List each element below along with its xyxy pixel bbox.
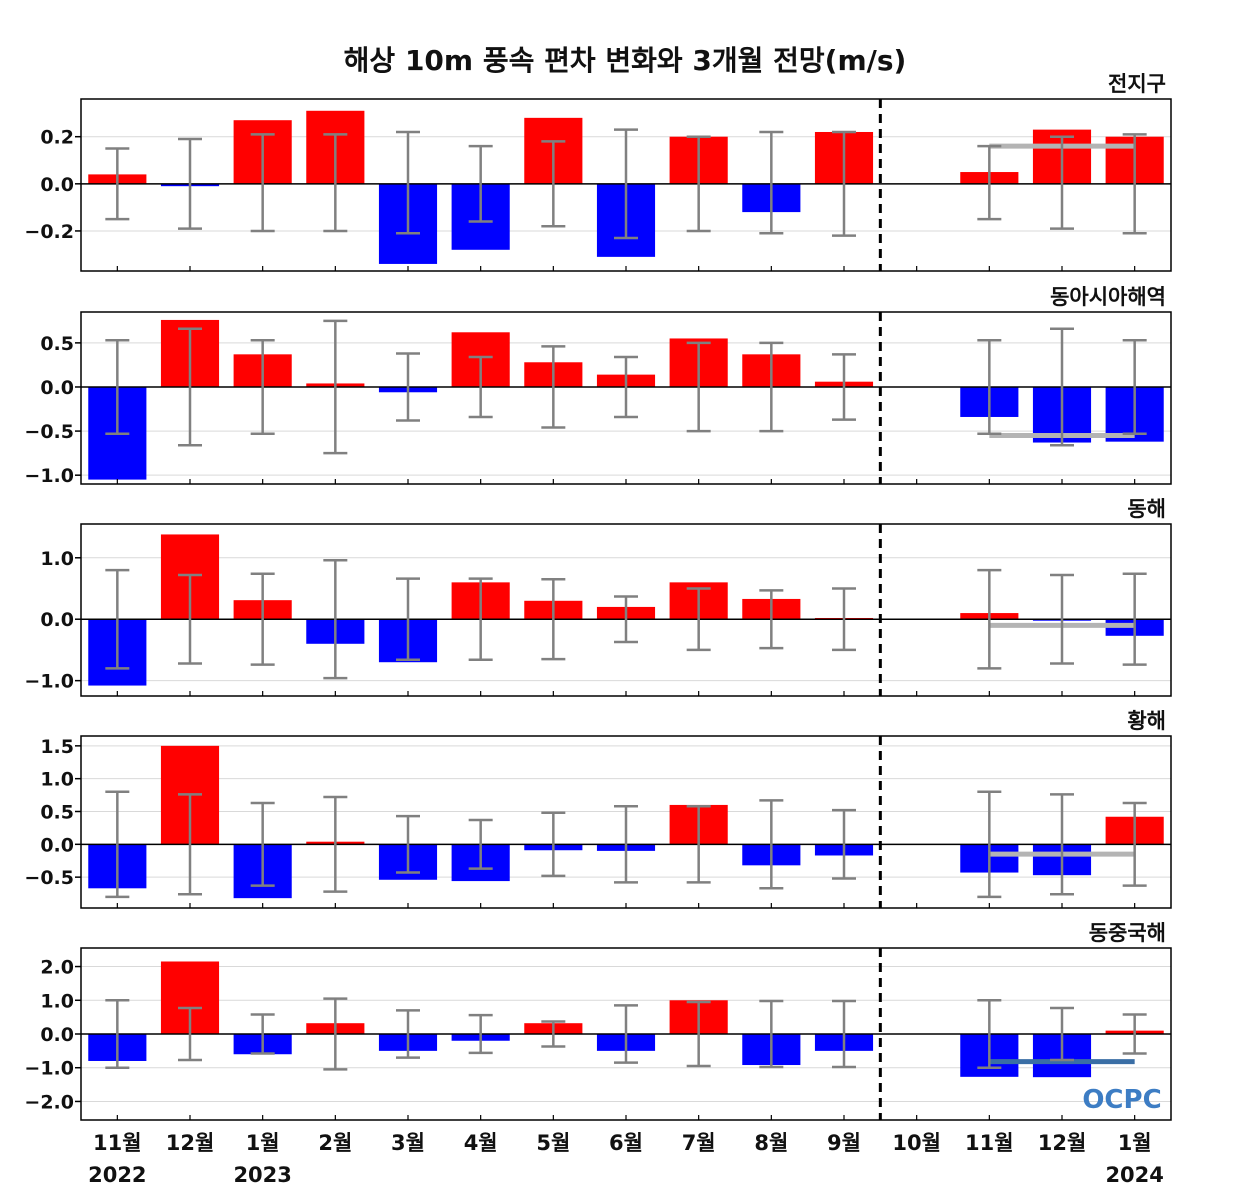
x-tick-label: 1월 (246, 1131, 280, 1155)
x-tick-label: 12월 (166, 1131, 215, 1155)
panel-3: 1.0 0.0 −1.0 동해 (24, 497, 1172, 697)
y-tick-label: 1.0 (40, 990, 74, 1012)
x-tick-label: 9월 (827, 1131, 861, 1155)
y-tick-label: −1.0 (24, 465, 74, 487)
x-tick-label: 11월 (965, 1131, 1014, 1155)
panel-frame (80, 523, 1172, 697)
panel-label: 동아시아해역 (1050, 285, 1166, 309)
y-tick-label: 1.5 (40, 736, 74, 758)
panel-label: 동해 (1127, 497, 1166, 521)
year-label: 2024 (1105, 1163, 1163, 1187)
panel-frame (80, 98, 1172, 272)
x-tick-label: 8월 (754, 1131, 788, 1155)
panel-4: 1.5 1.0 0.5 0.0 −0.5 황해 (24, 709, 1172, 909)
y-tick-label: 0.2 (40, 127, 74, 149)
panel-label: 황해 (1127, 709, 1166, 733)
x-tick-label: 6월 (609, 1131, 643, 1155)
y-tick-label: 0.0 (40, 1024, 74, 1046)
x-tick-label: 11월 (93, 1131, 142, 1155)
y-tick-label: −0.5 (24, 867, 74, 889)
x-tick-label: 3월 (391, 1131, 425, 1155)
y-tick-label: −0.2 (24, 221, 74, 243)
y-tick-label: −1.0 (24, 1058, 74, 1080)
panel-frame (80, 735, 1172, 909)
y-tick-label: 0.0 (40, 174, 74, 196)
year-label: 2023 (233, 1163, 291, 1187)
y-tick-label: 0.0 (40, 377, 74, 399)
x-tick-label: 10월 (892, 1131, 941, 1155)
y-tick-label: 0.0 (40, 609, 74, 631)
panel-frame (80, 311, 1172, 485)
y-tick-label: 0.5 (40, 801, 74, 823)
y-tick-label: −0.5 (24, 421, 74, 443)
y-tick-label: 1.0 (40, 548, 74, 570)
panel-1: 0.2 0.0 −0.2 전지구 (24, 72, 1172, 272)
y-tick-label: 2.0 (40, 957, 74, 979)
y-tick-label: 1.0 (40, 769, 74, 791)
panel-2: 0.5 0.0 −0.5 −1.0 동아시아해역 (24, 285, 1172, 487)
panel-frame (80, 947, 1172, 1121)
ocpc-logo: OCPC (1082, 1085, 1161, 1115)
panel-label: 동중국해 (1089, 921, 1166, 945)
y-tick-label: 0.5 (40, 333, 74, 355)
x-tick-label: 1월 (1118, 1131, 1152, 1155)
panel-5: 2.0 1.0 0.0 −1.0 −2.0 동중국해 (24, 921, 1172, 1121)
x-tick-label: 2월 (318, 1131, 352, 1155)
chart-title: 해상 10m 풍속 편차 변화와 3개월 전망(m/s) (344, 44, 907, 77)
y-tick-label: −2.0 (24, 1091, 74, 1113)
x-tick-label: 5월 (536, 1131, 570, 1155)
x-tick-label: 4월 (464, 1131, 498, 1155)
y-tick-label: −1.0 (24, 671, 74, 693)
year-label: 2022 (88, 1163, 146, 1187)
x-axis-labels: 11월 12월 1월 2월 3월 4월 5월 6월 7월 8월 9월 10월 11월 12월 1월 2022 2… (88, 1131, 1164, 1187)
chart-panels: 0.2 0.0 −0.2 전지구 0.5 0.0 −0.5 −1.0 동아시아해역 1.0 0.0 −… (24, 72, 1172, 1121)
x-tick-label: 7월 (682, 1131, 716, 1155)
x-tick-label: 12월 (1038, 1131, 1087, 1155)
panel-label: 전지구 (1108, 72, 1166, 96)
y-tick-label: 0.0 (40, 834, 74, 856)
